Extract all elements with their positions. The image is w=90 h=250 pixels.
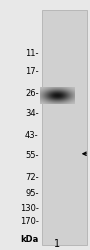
Bar [42, 10, 87, 245]
Text: 130-: 130- [20, 204, 39, 213]
Text: 34-: 34- [25, 109, 39, 118]
Text: 43-: 43- [25, 130, 39, 140]
Text: 95-: 95- [25, 189, 39, 198]
Text: 26-: 26- [25, 89, 39, 98]
Text: 170-: 170- [20, 217, 39, 226]
Text: 55-: 55- [25, 150, 39, 160]
Text: 1: 1 [54, 239, 60, 249]
Text: 11-: 11- [25, 49, 39, 58]
Text: kDa: kDa [20, 236, 39, 244]
Text: 17-: 17- [25, 67, 39, 76]
Text: 72-: 72- [25, 173, 39, 182]
